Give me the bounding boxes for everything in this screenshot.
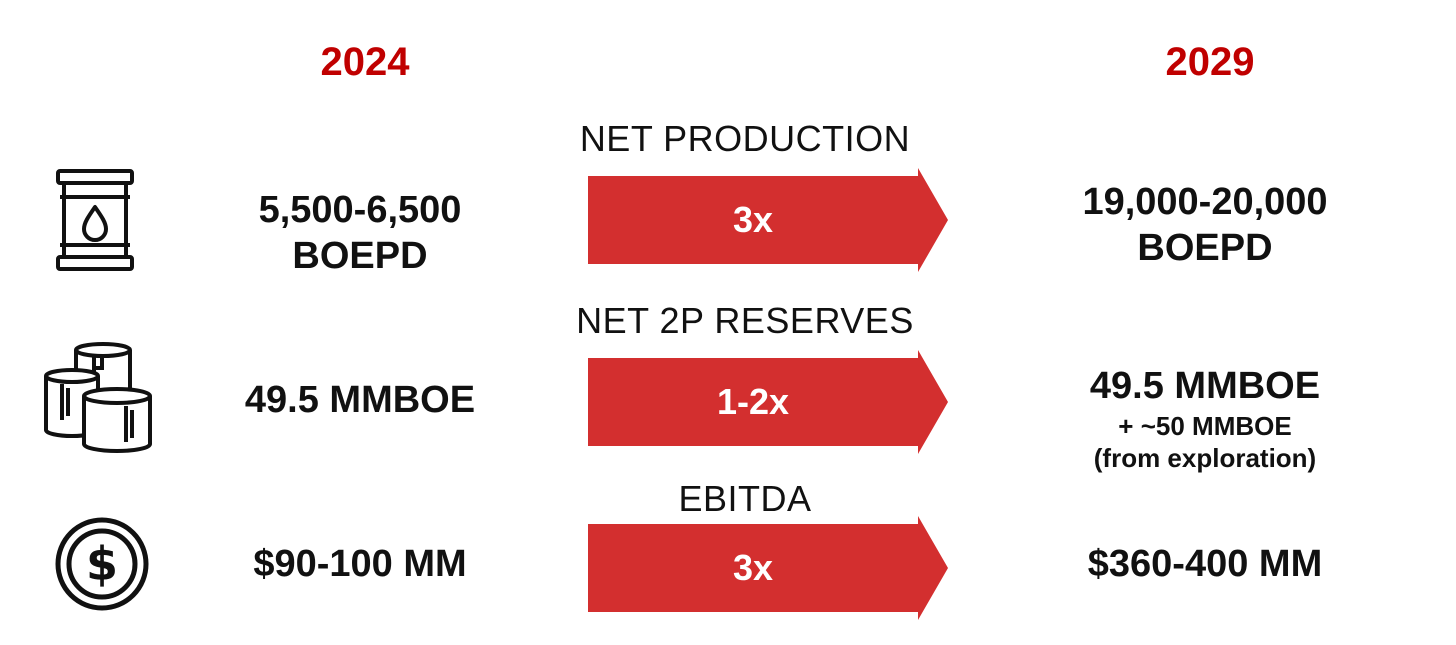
reserves-exploration-note: (from exploration) — [1093, 443, 1317, 474]
reserves-multiplier-arrow: 1-2x — [588, 350, 948, 454]
reserves-2024-value: 49.5 MMBOE — [244, 379, 476, 421]
dollar-coin-icon: $ — [54, 516, 150, 612]
production-2024-value: 5,500-6,500 BOEPD — [258, 189, 462, 277]
production-multiplier: 3x — [732, 199, 774, 240]
net-production-label: NET PRODUCTION — [579, 118, 911, 159]
ebitda-multiplier-arrow: 3x — [588, 516, 948, 620]
storage-tanks-icon — [42, 340, 162, 455]
ebitda-label: EBITDA — [678, 478, 812, 519]
oil-barrel-icon — [50, 165, 140, 275]
ebitda-2029-value: $360-400 MM — [1087, 543, 1323, 585]
ebitda-multiplier: 3x — [732, 547, 774, 588]
svg-text:$: $ — [86, 537, 118, 591]
reserves-exploration-addition: + ~50 MMBOE — [1118, 410, 1292, 441]
reserves-multiplier: 1-2x — [716, 381, 790, 422]
start-year-header: 2024 — [320, 40, 410, 84]
net-2p-reserves-label: NET 2P RESERVES — [576, 300, 914, 341]
production-multiplier-arrow: 3x — [588, 168, 948, 272]
ebitda-2024-value: $90-100 MM — [253, 543, 467, 585]
reserves-2029-value: 49.5 MMBOE + ~50 MMBOE (from exploration… — [1030, 364, 1380, 475]
end-year-header: 2029 — [1165, 40, 1255, 84]
production-2029-value: 19,000-20,000 BOEPD — [1082, 181, 1328, 269]
